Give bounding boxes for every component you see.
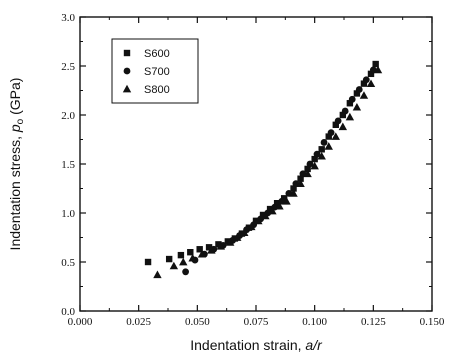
x-tick-label: 0.150: [420, 316, 445, 328]
x-tick-label: 0.025: [126, 316, 151, 328]
data-point-S700: [313, 150, 321, 158]
data-points: [144, 60, 383, 279]
data-point-S600: [297, 175, 304, 182]
legend-label-S800: S800: [144, 84, 170, 96]
data-point-S800: [338, 122, 348, 131]
y-tick-label: 2.5: [61, 61, 75, 73]
x-tick-label: 0.050: [185, 316, 210, 328]
y-tick-label: 2.0: [61, 110, 75, 122]
x-tick-label: 0.125: [361, 316, 386, 328]
data-point-S800: [188, 253, 197, 262]
data-point-S600: [372, 60, 379, 68]
data-point-S800: [268, 206, 277, 215]
data-point-S600: [353, 90, 361, 97]
legend-marker-S700: [123, 67, 131, 75]
data-point-S800: [282, 197, 291, 205]
data-point-S600: [339, 111, 347, 119]
data-point-S600: [325, 133, 332, 140]
x-tick-label: 0.000: [68, 316, 93, 328]
series-S600: [144, 60, 379, 266]
data-point-S700: [320, 139, 328, 146]
data-point-S700: [334, 117, 342, 125]
data-point-S600: [332, 121, 339, 128]
data-point-S800: [366, 79, 376, 87]
y-axis-title: Indentation stress, po (GPa): [7, 78, 26, 251]
data-point-S800: [303, 169, 312, 178]
data-point-S600: [280, 195, 288, 202]
data-point-S700: [348, 95, 356, 103]
data-point-S800: [373, 65, 383, 74]
data-point-S700: [355, 86, 363, 93]
series-S800: [153, 65, 383, 279]
data-point-S800: [197, 249, 207, 258]
data-point-S600: [311, 155, 318, 163]
x-axis-title: Indentation strain, a/r: [190, 337, 323, 353]
data-point-S600: [304, 165, 311, 173]
data-point-S700: [306, 160, 314, 168]
x-tick-label: 0.075: [244, 316, 269, 328]
legend-marker-S600: [123, 49, 131, 57]
data-point-S800: [207, 246, 216, 254]
data-point-S800: [216, 242, 225, 250]
series-S700: [182, 66, 377, 276]
data-point-S600: [273, 200, 281, 207]
data-point-S600: [290, 185, 297, 192]
data-point-S800: [261, 211, 270, 220]
data-point-S700: [182, 268, 190, 276]
data-point-S800: [331, 132, 340, 140]
data-point-S800: [275, 201, 284, 210]
y-tick-label: 0.0: [61, 306, 75, 318]
data-point-S600: [196, 246, 203, 253]
data-point-S800: [240, 228, 249, 236]
data-point-S800: [359, 91, 369, 99]
data-point-S800: [345, 112, 355, 121]
data-point-S800: [153, 270, 162, 279]
data-point-S600: [177, 251, 185, 259]
data-point-S800: [254, 216, 263, 225]
legend-label-S700: S700: [144, 66, 170, 78]
data-point-S800: [310, 161, 319, 170]
data-point-S600: [346, 100, 354, 107]
data-point-S800: [289, 189, 298, 197]
data-point-S600: [367, 70, 375, 78]
data-point-S600: [266, 205, 274, 213]
y-axis-ticks: 0.0 0.5 1.0 1.5 2.0 2.5 3.0: [61, 12, 432, 318]
data-point-S600: [224, 238, 232, 245]
plot-frame: [79, 16, 433, 312]
data-point-S700: [341, 107, 349, 115]
data-point-S600: [144, 258, 152, 266]
data-point-S600: [187, 249, 194, 256]
data-point-S600: [252, 217, 260, 225]
data-point-S800: [352, 102, 362, 111]
data-point-S800: [225, 238, 235, 246]
data-point-S600: [259, 211, 267, 219]
data-point-S800: [179, 257, 188, 266]
data-point-S800: [169, 261, 179, 270]
y-tick-label: 1.0: [61, 208, 75, 220]
data-point-S600: [215, 241, 222, 248]
y-tick-label: 0.5: [61, 257, 75, 269]
data-point-S600: [205, 244, 213, 251]
data-point-S600: [360, 80, 368, 87]
data-point-S700: [362, 76, 370, 84]
legend-marker-S800: [122, 84, 132, 93]
x-tick-label: 0.100: [302, 316, 327, 328]
legend-label-S600: S600: [144, 48, 170, 60]
data-point-S800: [296, 179, 305, 187]
y-tick-label: 3.0: [61, 12, 75, 24]
data-point-S600: [318, 146, 325, 153]
y-tick-label: 1.5: [61, 159, 75, 171]
data-point-S800: [324, 142, 333, 150]
legend: S600 S700 S800: [111, 38, 199, 104]
data-point-S600: [165, 255, 173, 263]
data-point-S800: [247, 222, 256, 231]
data-point-S800: [317, 151, 326, 160]
data-point-S700: [327, 129, 335, 137]
data-point-S800: [233, 233, 242, 241]
